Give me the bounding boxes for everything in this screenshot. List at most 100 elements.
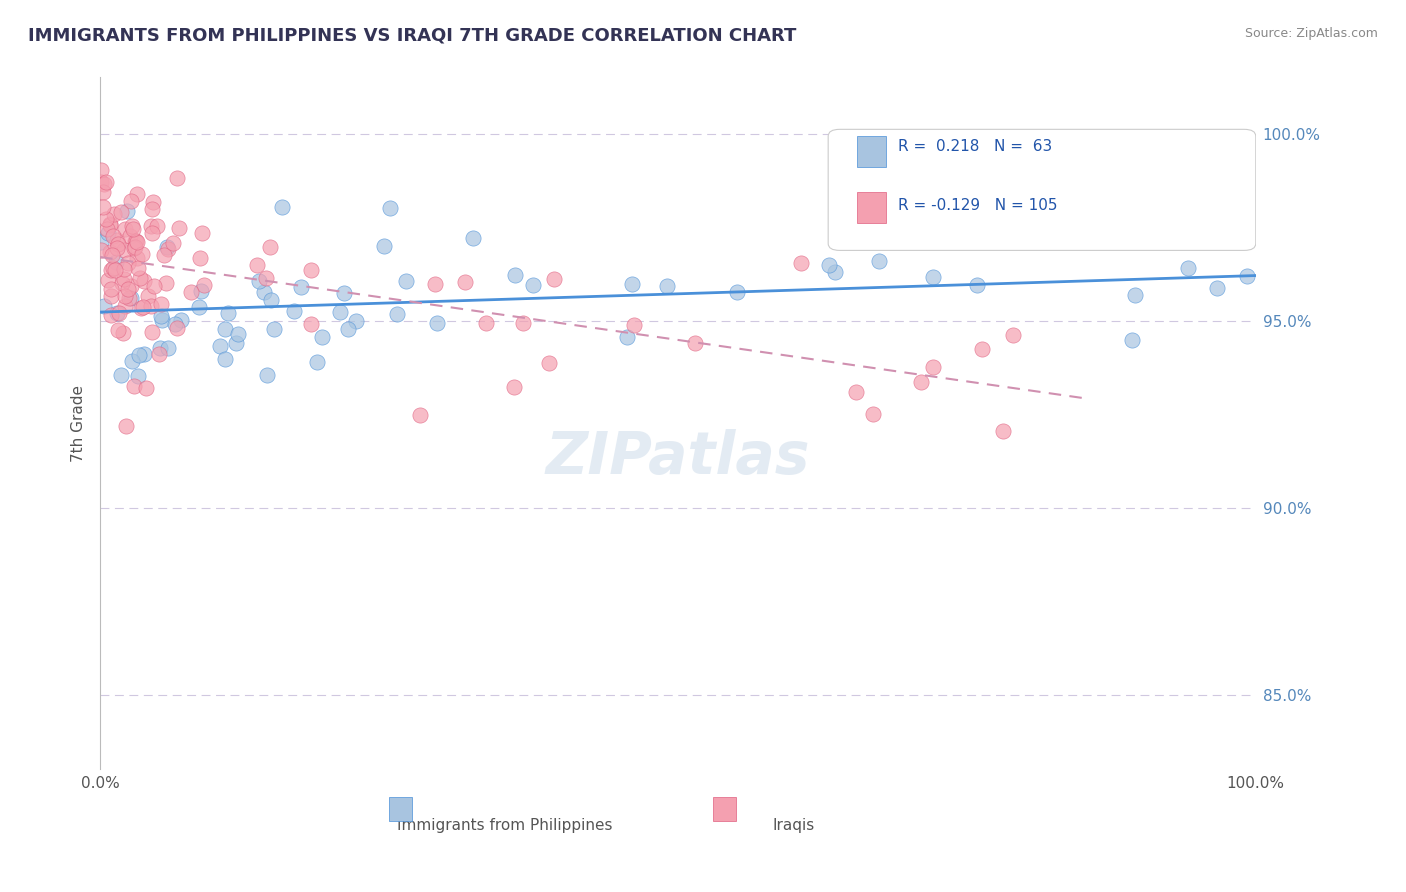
Point bbox=[141, 226, 163, 240]
Point bbox=[725, 285, 748, 300]
Point bbox=[121, 222, 143, 236]
Point bbox=[166, 321, 188, 335]
Point bbox=[142, 194, 165, 209]
Point bbox=[190, 284, 212, 298]
Point bbox=[105, 233, 128, 247]
Point bbox=[156, 240, 179, 254]
Point bbox=[150, 313, 173, 327]
Point bbox=[90, 162, 112, 177]
Point bbox=[124, 379, 146, 393]
Point bbox=[685, 335, 707, 350]
Point bbox=[97, 273, 120, 287]
Point bbox=[120, 194, 142, 208]
Point bbox=[134, 347, 156, 361]
Point bbox=[115, 419, 138, 434]
Point bbox=[118, 291, 141, 305]
Point bbox=[110, 368, 132, 383]
Point bbox=[124, 240, 146, 254]
Point bbox=[114, 299, 136, 313]
Text: Iraqis: Iraqis bbox=[772, 818, 814, 833]
Point bbox=[217, 306, 239, 320]
Point bbox=[522, 278, 544, 293]
Point bbox=[132, 274, 155, 288]
FancyBboxPatch shape bbox=[858, 136, 886, 168]
Text: R = -0.129   N = 105: R = -0.129 N = 105 bbox=[897, 198, 1057, 213]
Text: ZIPatlas: ZIPatlas bbox=[546, 429, 810, 486]
Point bbox=[121, 219, 143, 234]
Point bbox=[271, 200, 294, 214]
Point bbox=[543, 272, 565, 286]
Point bbox=[620, 277, 643, 291]
Text: Source: ZipAtlas.com: Source: ZipAtlas.com bbox=[1244, 27, 1378, 40]
Point bbox=[120, 291, 142, 305]
Point bbox=[100, 308, 122, 322]
Point bbox=[214, 322, 236, 336]
Point bbox=[91, 200, 114, 214]
Point bbox=[868, 254, 890, 268]
Point bbox=[127, 260, 149, 275]
Point bbox=[101, 248, 124, 262]
Point bbox=[817, 258, 839, 272]
Y-axis label: 7th Grade: 7th Grade bbox=[72, 384, 86, 462]
Point bbox=[100, 289, 122, 303]
Point bbox=[226, 326, 249, 341]
Point bbox=[115, 203, 138, 218]
Point bbox=[155, 277, 177, 291]
Point bbox=[165, 317, 187, 331]
Point bbox=[208, 339, 231, 353]
Point bbox=[107, 323, 129, 337]
Point bbox=[139, 219, 162, 233]
Point bbox=[1001, 327, 1024, 342]
Point bbox=[120, 229, 142, 244]
Point bbox=[426, 316, 449, 330]
Point bbox=[104, 263, 127, 277]
Point bbox=[1121, 333, 1143, 347]
Point bbox=[254, 271, 277, 285]
Point bbox=[100, 263, 122, 277]
Point bbox=[166, 170, 188, 185]
Point bbox=[141, 325, 163, 339]
Point bbox=[114, 222, 136, 236]
Point bbox=[111, 326, 134, 340]
Point bbox=[90, 235, 112, 249]
Point bbox=[845, 385, 868, 400]
Point bbox=[90, 175, 112, 189]
Point bbox=[167, 221, 190, 235]
Point bbox=[141, 299, 163, 313]
Point bbox=[385, 306, 408, 320]
Point bbox=[910, 375, 932, 389]
Point bbox=[96, 175, 118, 189]
Point bbox=[128, 348, 150, 362]
Point bbox=[307, 355, 329, 369]
Point bbox=[112, 271, 135, 285]
Point bbox=[256, 368, 278, 382]
Point bbox=[616, 330, 638, 344]
Point bbox=[100, 282, 122, 296]
Point bbox=[125, 186, 148, 201]
FancyBboxPatch shape bbox=[828, 129, 1256, 251]
Point bbox=[246, 258, 269, 272]
Point bbox=[156, 242, 179, 256]
Point bbox=[162, 236, 184, 251]
Point bbox=[790, 255, 813, 269]
FancyBboxPatch shape bbox=[858, 192, 886, 223]
Point bbox=[103, 207, 125, 221]
Text: R =  0.218   N =  63: R = 0.218 N = 63 bbox=[897, 139, 1052, 154]
Point bbox=[214, 352, 236, 367]
Point bbox=[128, 270, 150, 285]
Point bbox=[138, 289, 160, 303]
Point bbox=[157, 341, 180, 355]
Point bbox=[463, 230, 485, 244]
Point bbox=[142, 279, 165, 293]
Point bbox=[149, 309, 172, 323]
Point bbox=[96, 222, 118, 236]
Point bbox=[101, 260, 124, 275]
Point bbox=[993, 424, 1015, 438]
Point bbox=[344, 314, 367, 328]
Point bbox=[299, 318, 322, 332]
Point bbox=[249, 274, 271, 288]
Point bbox=[103, 228, 125, 243]
Point bbox=[824, 265, 846, 279]
Point bbox=[108, 305, 131, 319]
Point bbox=[187, 300, 209, 314]
